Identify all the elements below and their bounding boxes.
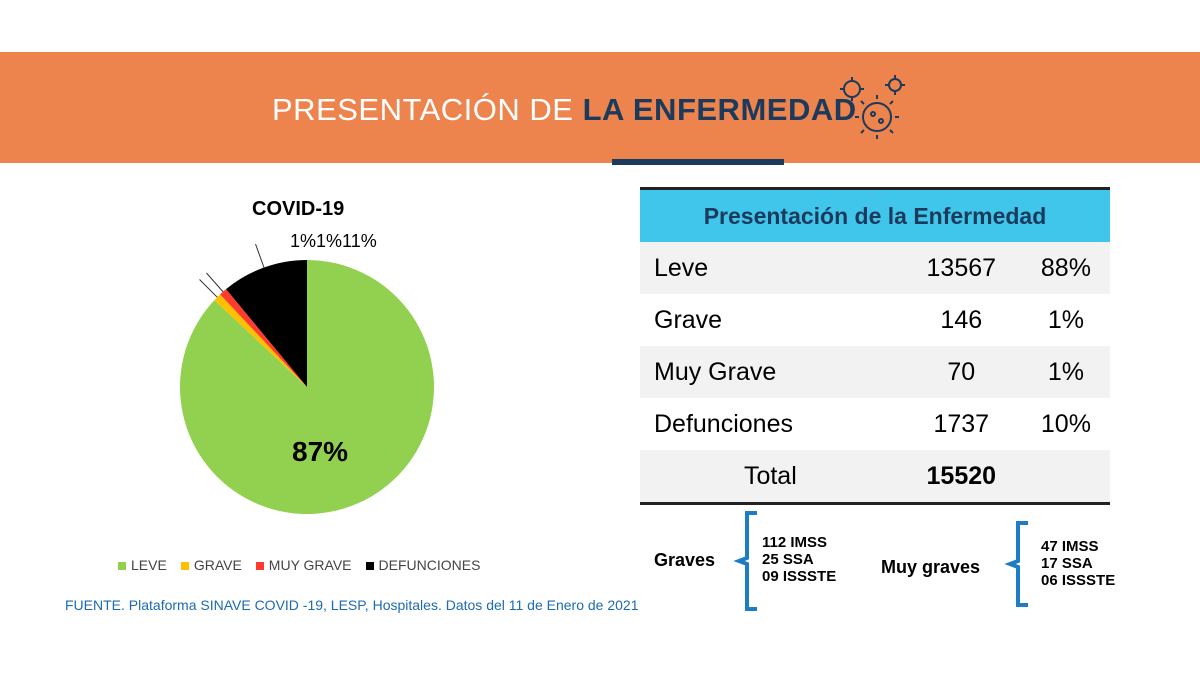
leader-line xyxy=(255,243,265,268)
slice-label-leve: 87% xyxy=(292,436,349,467)
leader-line xyxy=(206,272,224,293)
summary-table: Presentación de la Enfermedad Leve 13567 8… xyxy=(640,187,1110,505)
source-note: FUENTE. Plataforma SINAVE COVID -19, LES… xyxy=(65,597,639,613)
legend-muy-grave: MUY GRAVE xyxy=(255,557,352,573)
title-underline xyxy=(612,159,784,165)
pie-slice-leve xyxy=(179,260,434,514)
page-title: PRESENTACIÓN DE LA ENFERMEDAD xyxy=(272,92,857,127)
table-row: Grave 146 1% xyxy=(654,305,1084,334)
table-row: Defunciones 1737 10% xyxy=(654,409,1091,438)
muy-graves-brace xyxy=(1004,521,1028,607)
pie-chart xyxy=(179,243,434,514)
legend: LEVE GRAVE MUY GRAVE DEFUNCIONES xyxy=(118,557,480,573)
chart-title: COVID-19 xyxy=(252,198,345,220)
virus-icon xyxy=(840,75,905,139)
table-title: Presentación de la Enfermedad xyxy=(640,188,1110,242)
leader-line xyxy=(199,279,218,298)
table-row: Leve 13567 88% xyxy=(640,242,1110,294)
legend-defunciones: DEFUNCIONES xyxy=(365,557,480,573)
graves-brace xyxy=(733,511,757,611)
legend-grave: GRAVE xyxy=(180,557,242,573)
pie-slice-grave xyxy=(214,294,307,387)
header-band xyxy=(0,52,1200,163)
pie-slice-muy-grave xyxy=(220,289,307,387)
pie-slice-defunciones xyxy=(226,260,307,387)
table-row: Muy Grave 70 1% xyxy=(640,346,1110,398)
graves-list: 112 IMSS 25 SSA 09 ISSSTE xyxy=(762,534,837,585)
graves-label: Graves xyxy=(654,550,716,570)
muy-graves-list: 47 IMSS 17 SSA 06 ISSSTE xyxy=(1041,538,1116,589)
small-slice-labels: 1%1%11% xyxy=(290,231,377,251)
table-total-row: Total 15520 xyxy=(640,450,1110,504)
muy-graves-label: Muy graves xyxy=(881,557,981,577)
legend-leve: LEVE xyxy=(118,557,167,573)
